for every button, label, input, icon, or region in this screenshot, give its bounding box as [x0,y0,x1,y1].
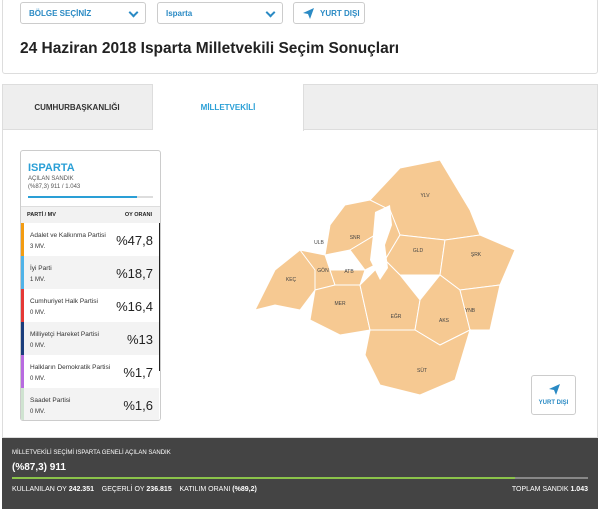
progress-fill [28,196,137,198]
tab-active[interactable]: MİLLETVEKİLİ [153,84,304,131]
party-mv: 0 MV. [30,310,46,316]
district-label: MER [334,301,346,307]
party-row: Adalet ve Kalkınma Partisi 3 MV. %47,8 [21,223,159,256]
district-label: YNB [465,308,476,314]
district-map: YLV ULB SNR GLD ŞRK KEÇ GÖN ATB MER EĞR AKS YNB SÜT [254,159,516,396]
party-name: İyi Parti [30,265,52,272]
party-rate: %1,6 [123,398,153,413]
total-value: 1.043 [570,486,588,493]
party-mv: 0 MV. [30,376,46,382]
party-name: Milliyetçi Hareket Partisi [30,331,99,338]
district-label: ATB [344,269,354,275]
district-label: YLV [420,193,430,199]
lake [370,205,392,280]
party-row: Halkların Demokratik Partisi 0 MV. %1,7 [21,355,159,388]
party-mv: 1 MV. [30,277,46,283]
district-shape [384,234,446,276]
top-box [2,0,598,74]
district-label: AKS [439,318,450,324]
col-party: PARTİ / MV [27,212,56,218]
city-name: ISPARTA [28,162,75,174]
footer-title: MİLLETVEKİLİ SEÇİMİ ISPARTA GENELİ AÇILA… [12,450,171,456]
district-shape [459,284,501,331]
turnout-value: (%89,2) [232,486,257,493]
table-head [21,206,160,223]
send-icon [303,8,314,19]
district-shape [439,234,516,291]
district-label: GLD [413,248,424,254]
opened-label: AÇILAN SANDIK [28,176,74,182]
party-mv: 0 MV. [30,343,46,349]
district-shape [364,329,471,396]
send-icon [549,384,560,395]
district-label: ŞRK [471,252,482,258]
party-name: Halkların Demokratik Partisi [30,364,111,371]
party-rate: %1,7 [123,365,153,380]
footer-progress-fill [12,477,515,479]
total-label: TOPLAM SANDIK [511,486,569,493]
content-box [2,130,598,438]
party-row: İyi Parti 1 MV. %18,7 [21,256,159,289]
district-label: ULB [314,240,324,246]
page-title: 24 Haziran 2018 Isparta Milletvekili Seç… [20,40,400,57]
city-select[interactable]: Isparta [157,2,283,24]
tab[interactable]: CUMHURBAŞKANLIĞI [2,84,153,130]
district-label: SÜT [417,367,427,374]
party-name: Adalet ve Kalkınma Partisi [30,232,106,239]
result-panel: ISPARTA AÇILAN SANDIK (%87,3) 911 / 1.04… [20,150,161,421]
party-mv: 3 MV. [30,244,46,250]
party-name: Cumhuriyet Halk Partisi [30,298,98,305]
valid-value: 236.815 [146,486,172,493]
party-rate: %16,4 [116,299,153,314]
district-label: EĞR [391,313,402,320]
footer-opened: (%87,3) 911 [12,462,66,473]
region-select[interactable]: BÖLGE SEÇİNİZ [20,2,146,24]
col-rate: OY ORANI [124,212,152,218]
scrollbar [158,223,160,371]
map-abroad-button[interactable]: YURT DIŞI [531,375,576,415]
used-value: 242.351 [68,486,94,493]
party-row: Saadet Partisi 0 MV. %1,6 [21,388,159,420]
district-label: KEÇ [286,277,297,283]
party-rate: %13 [126,332,153,347]
district-label: GÖN [317,267,329,274]
opened-value: (%87,3) 911 / 1.043 [28,184,81,190]
party-row: Cumhuriyet Halk Partisi 0 MV. %16,4 [21,289,159,322]
party-rate: %18,7 [116,266,153,281]
abroad-label: YURT DIŞI [538,400,569,406]
party-mv: 0 MV. [30,409,46,415]
footer [2,438,598,509]
party-rate: %47,8 [116,233,153,248]
footer-total: TOPLAM SANDIK 1.043 [512,486,588,493]
party-name: Saadet Partisi [30,397,71,404]
abroad-label: YURT DIŞI [320,9,360,18]
valid-label: GEÇERLİ OY [101,486,145,493]
party-row: Milliyetçi Hareket Partisi 0 MV. %13 [21,322,159,355]
turnout-label: KATILIM ORANI [179,486,231,493]
district-shape [309,284,371,336]
abroad-button[interactable]: YURT DIŞI [293,2,365,24]
footer-stats: KULLANILAN OY 242.351 GEÇERLİ OY 236.815… [12,486,257,493]
district-label: SNR [350,235,361,241]
used-label: KULLANILAN OY [12,486,67,493]
